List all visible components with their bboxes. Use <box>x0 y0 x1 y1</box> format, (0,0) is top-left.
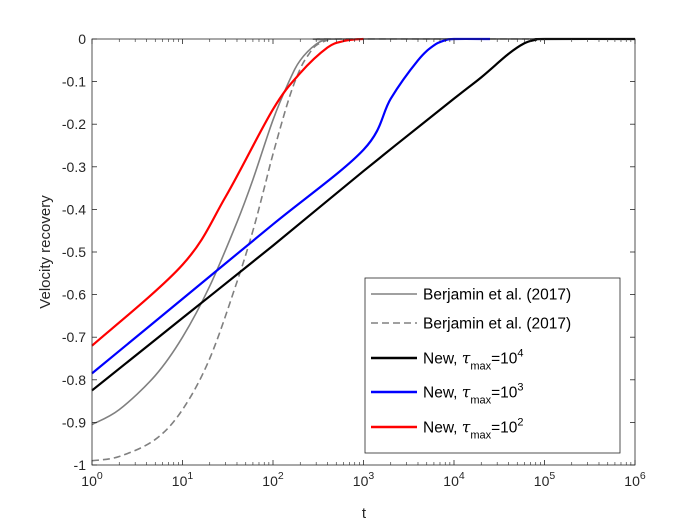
y-tick-label-6: -0.6 <box>62 287 86 303</box>
x-axis-label: t <box>362 505 367 522</box>
y-tick-label-5: -0.5 <box>62 244 86 260</box>
legend-label-4: New, τmax=103 <box>423 382 524 407</box>
legend-label-1: Berjamin et al. (2017) <box>423 287 571 304</box>
series-line-3 <box>91 37 636 392</box>
series-line-5 <box>91 37 364 347</box>
x-tick-label-0: 100 <box>81 470 103 489</box>
y-tick-label-10: -1 <box>74 457 87 473</box>
y-tick-label-8: -0.8 <box>62 372 86 388</box>
legend: Berjamin et al. (2017) Berjamin et al. (2… <box>364 277 621 454</box>
legend-label-5: New, τmax=102 <box>423 417 524 442</box>
legend-box <box>364 277 621 454</box>
legend-label-3: New, τmax=104 <box>423 348 524 373</box>
x-tick-label-3: 103 <box>353 470 375 489</box>
y-tick-label-9: -0.9 <box>62 414 86 430</box>
series-line-4 <box>91 37 491 375</box>
axis-ticks: 100 101 102 103 104 105 106 0 -0.1 -0.2 -0.3 -0.4 -0… <box>62 31 646 489</box>
x-tick-label-5: 105 <box>534 470 556 489</box>
y-tick-label-0: 0 <box>78 31 86 47</box>
y-tick-label-1: -0.1 <box>62 74 86 90</box>
y-tick-label-2: -0.2 <box>62 116 86 132</box>
x-tick-label-1: 101 <box>172 470 194 489</box>
series-line-2 <box>91 38 636 462</box>
x-tick-label-6: 106 <box>624 470 646 489</box>
x-tick-label-4: 104 <box>443 470 465 489</box>
legend-label-2: Berjamin et al. (2017) <box>423 316 571 333</box>
y-axis-label: Velocity recovery <box>37 195 54 309</box>
y-tick-label-3: -0.3 <box>62 159 86 175</box>
y-tick-label-7: -0.7 <box>62 329 86 345</box>
x-tick-label-2: 102 <box>262 470 284 489</box>
y-tick-label-4: -0.4 <box>62 201 86 217</box>
